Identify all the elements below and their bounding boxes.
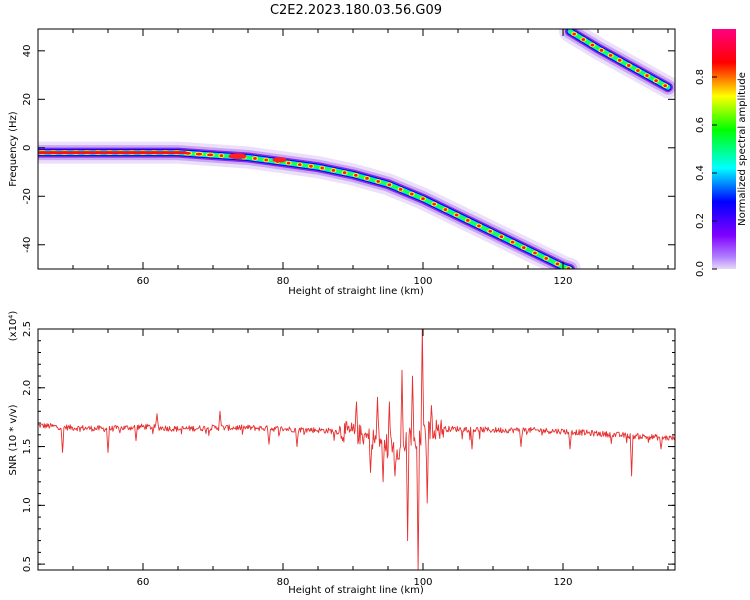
spectrogram-peak	[298, 163, 302, 167]
spectrogram-peak	[555, 262, 560, 266]
colorbar-tick-label: 0.4	[695, 165, 706, 181]
spectrogram-x-ticks: 60 80 100 120	[37, 29, 669, 287]
spectrogram-peak	[499, 235, 504, 239]
snr-frame	[37, 328, 676, 571]
spectrogram-peak	[581, 38, 586, 41]
spectrogram-peak	[466, 219, 470, 222]
spectrogram-peak	[207, 153, 214, 157]
spectrogram-x-tick-label: 120	[553, 276, 572, 287]
spectrogram-peak	[608, 53, 613, 57]
spectrogram-frame	[37, 28, 676, 270]
colorbar: 0.0 0.2 0.4 0.6 0.8 Normalized spectral ampl…	[695, 29, 748, 277]
spectrogram-peak	[421, 197, 425, 201]
colorbar-tick-label: 0.2	[695, 213, 706, 229]
snr-y-tick-label: 1.5	[22, 439, 33, 455]
spectrogram-peak	[599, 48, 604, 52]
spectrogram-peak	[376, 180, 381, 183]
spectrogram-peak	[272, 157, 287, 163]
snr-x-tick-label: 120	[553, 577, 572, 588]
spectrogram-peak	[477, 224, 481, 228]
spectrogram-peak	[253, 157, 257, 160]
spectrogram-panel: 60 80 100 120 -40 -20 0 20 40 Height of straigh…	[8, 28, 676, 297]
spectrogram-peak	[617, 59, 622, 62]
spectrogram-peak	[432, 202, 437, 206]
spectrogram-peak	[354, 173, 358, 177]
spectrogram-peak	[320, 166, 325, 170]
snr-x-tick-label: 60	[137, 577, 150, 588]
snr-x-tick-label: 100	[413, 577, 432, 588]
figure-title: C2E2.2023.180.03.56.G09	[270, 3, 442, 18]
spectrogram-y-ticks: -40 -20 0 20 40	[22, 44, 675, 253]
snr-y-tick-label: 0.5	[22, 556, 33, 572]
spectrogram-y-tick-label: 40	[22, 44, 33, 57]
spectrogram-peak	[627, 64, 631, 67]
spectrogram-trace	[38, 147, 575, 269]
snr-y-axis-label: SNR (10 * v/v)	[8, 404, 19, 475]
spectrogram-peak	[195, 152, 203, 156]
spectrogram-y-tick-label: -20	[22, 188, 33, 204]
colorbar-ticks: 0.0 0.2 0.4 0.6 0.8	[695, 69, 717, 277]
snr-line	[38, 329, 675, 570]
spectrogram-peak	[286, 161, 291, 165]
spectrogram-peak	[309, 164, 313, 168]
snr-y-tick-label: 1.0	[22, 497, 33, 513]
spectrogram-peak	[522, 246, 526, 249]
spectrogram-peak	[533, 251, 537, 255]
spectrogram-peak	[488, 229, 493, 233]
spectrogram-y-tick-label: -40	[22, 237, 33, 253]
spectrogram-peak	[510, 240, 515, 244]
spectrogram-peak	[264, 158, 269, 162]
colorbar-tick-label: 0.6	[695, 117, 706, 133]
spectrogram-peak	[219, 154, 224, 158]
snr-x-axis-label: Height of straight line (km)	[288, 585, 424, 596]
colorbar-tick-label: 0.0	[695, 261, 706, 277]
spectrogram-x-tick-label: 60	[137, 276, 150, 287]
spectrogram-y-tick-label: 0	[22, 145, 33, 151]
colorbar-gradient	[712, 29, 736, 269]
spectrogram-peak	[572, 32, 576, 36]
snr-panel: 60 80 100 120 0.5 1.0 1.5 2.0 2.5 Height of str…	[8, 311, 676, 596]
spectrogram-x-tick-label: 80	[277, 276, 290, 287]
spectrogram-peak	[410, 192, 414, 196]
spectrogram-peak	[331, 168, 336, 172]
spectrogram-peak	[398, 187, 403, 191]
snr-y-tick-label: 2.0	[22, 380, 33, 396]
spectrogram-peak	[228, 153, 247, 160]
spectrogram-x-axis-label: Height of straight line (km)	[288, 286, 424, 297]
spectrogram-peak	[365, 176, 369, 180]
snr-y-ticks: 0.5 1.0 1.5 2.0 2.5	[22, 321, 675, 572]
spectrogram-peak	[544, 257, 548, 260]
spectrogram-peak	[590, 43, 595, 47]
spectrogram-peak	[645, 74, 649, 77]
spectrogram-peak	[387, 183, 392, 187]
spectrogram-peak	[636, 69, 640, 72]
spectrogram-x-tick-label: 100	[413, 276, 432, 287]
snr-y-tick-label: 2.5	[22, 321, 33, 337]
spectrogram-y-axis-label: Frequency (Hz)	[8, 111, 19, 187]
spectrogram-peak	[454, 213, 459, 217]
spectrogram-peak	[663, 84, 667, 88]
colorbar-tick-label: 0.8	[695, 69, 706, 85]
snr-x-tick-label: 80	[277, 577, 290, 588]
spectrogram-peak	[342, 171, 347, 175]
snr-x-ticks: 60 80 100 120	[37, 329, 669, 588]
spectrogram-peak	[654, 79, 658, 82]
spectrogram-traces	[38, 29, 675, 269]
snr-scale-label: (x10⁴)	[8, 311, 19, 342]
spectrogram-peak	[443, 208, 448, 211]
colorbar-label: Normalized spectral amplitude	[737, 72, 748, 226]
spectrogram-y-tick-label: 20	[22, 93, 33, 106]
